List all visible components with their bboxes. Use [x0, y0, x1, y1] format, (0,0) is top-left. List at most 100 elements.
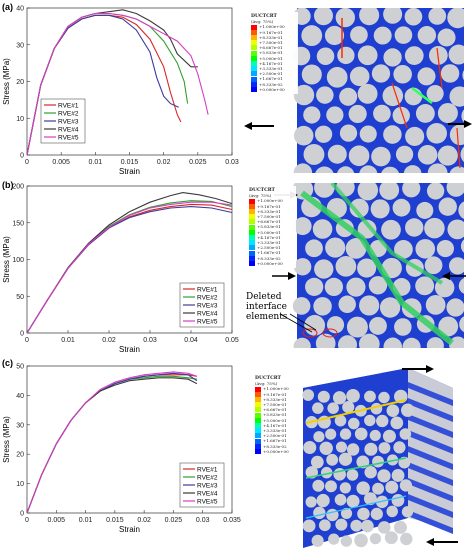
legend-swatch — [251, 45, 257, 51]
legend-entry: RVE#4 — [197, 310, 218, 317]
legend-scale-row: +8.333e-02 — [249, 256, 293, 261]
fiber — [292, 297, 311, 315]
legend-value: +1.000e+00 — [257, 198, 283, 204]
fiber — [376, 414, 389, 428]
legend-scale-row: +5.833e-01 — [249, 224, 293, 230]
fiber — [416, 201, 434, 219]
fiber — [327, 402, 339, 414]
rve-image-c: DUCTCRT (Avg: 75%) +1.000e+00 +9.167e-01 +… — [248, 368, 470, 553]
series-line — [26, 201, 233, 334]
side-stripe — [408, 398, 453, 422]
compression-arrow-in-right-icon — [442, 272, 466, 280]
legend-value: +7.500e-01 — [263, 402, 287, 408]
legend-scale-row: +7.500e-01 — [255, 402, 299, 408]
legend-swatch — [251, 66, 257, 72]
fiber — [460, 239, 464, 253]
fiber — [459, 316, 464, 333]
legend-value: +6.667e-01 — [263, 407, 287, 413]
legend-swatch — [251, 24, 257, 30]
legend-scale-row: +0.000e+00 — [255, 449, 299, 454]
stress-strain-chart-b: 0 0.01 0.02 0.03 0.04 0.05 0 50 100 150 200 Strain S… — [2, 184, 239, 355]
fiber — [378, 442, 391, 454]
fiber — [357, 507, 370, 521]
legend-value: +0.000e+00 — [259, 86, 285, 92]
y-tick-label: 0 — [20, 153, 24, 160]
legend-swatch — [249, 224, 255, 230]
legend-scale-row: +4.167e-01 — [251, 61, 295, 66]
fiber — [326, 453, 339, 466]
legend-scale-row: +1.000e+00 — [249, 198, 293, 204]
series-line — [26, 12, 209, 156]
fiber — [385, 480, 399, 494]
fiber — [303, 143, 325, 165]
legend-scale: +1.000e+00 +9.167e-01 +8.333e-01 +7.500e-01… — [251, 24, 295, 92]
y-tick-label: 40 — [16, 6, 24, 13]
fiber — [357, 219, 377, 239]
legend-title: DUCTCRT — [249, 188, 275, 193]
x-tick-label: 0.01 — [79, 517, 93, 524]
legend-swatch — [255, 433, 261, 439]
legend-swatch — [251, 81, 257, 87]
legend-subtitle: (Avg: 75%) — [251, 19, 274, 25]
legend-swatch — [249, 214, 255, 220]
legend-value: +5.833e-01 — [257, 224, 281, 230]
legend-swatch — [249, 219, 255, 225]
fiber — [404, 8, 423, 26]
y-tick-label: 40 — [16, 393, 24, 400]
fiber — [325, 428, 337, 440]
fiber — [302, 519, 316, 533]
legend-swatch — [255, 396, 261, 402]
legend-swatch — [251, 29, 257, 35]
fiber — [356, 455, 370, 469]
fiber — [381, 166, 400, 173]
legend-entry: RVE#1 — [58, 102, 79, 109]
fiber — [415, 276, 435, 296]
legend-value: +9.167e-01 — [257, 203, 281, 209]
x-tick-label: 0.01 — [61, 337, 75, 344]
legend-swatch — [251, 76, 257, 82]
fiber — [378, 391, 390, 404]
fiber — [401, 506, 414, 518]
legend-value: +7.500e-01 — [259, 40, 283, 46]
fiber — [357, 258, 377, 278]
side-stripe — [408, 414, 453, 438]
fiber — [415, 103, 435, 123]
legend-value: +4.167e-01 — [257, 234, 281, 240]
legend-swatch — [249, 203, 255, 209]
legend-swatch — [249, 234, 255, 240]
fiber — [326, 66, 348, 88]
fiber — [371, 64, 391, 83]
fiber — [399, 428, 412, 440]
fiber — [415, 239, 436, 259]
fiber — [316, 86, 334, 104]
legend-scale-row: +3.333e-01 — [249, 240, 293, 246]
fiber — [383, 8, 403, 24]
fiber — [369, 316, 387, 335]
fiber — [310, 455, 324, 469]
legend-scale-row: +2.500e-01 — [251, 71, 295, 77]
legend-entry: RVE#2 — [197, 294, 218, 301]
fiber — [346, 388, 360, 403]
legend-value: +5.000e-01 — [259, 55, 283, 61]
fiber — [340, 507, 353, 520]
legend-scale-row: +6.667e-01 — [249, 219, 293, 225]
fiber — [342, 401, 355, 414]
x-tick-label: 0.03 — [196, 517, 210, 524]
x-tick-label: 0.01 — [89, 159, 103, 166]
fiber — [317, 390, 330, 403]
fiber — [338, 452, 353, 466]
x-tick-label: 0.015 — [121, 159, 139, 166]
rve-micrograph-b — [274, 183, 464, 348]
fiber — [314, 259, 334, 279]
legend-swatch — [249, 229, 255, 235]
fiber — [400, 532, 413, 546]
legend-swatch — [255, 448, 261, 454]
panel-label-c: (c) — [2, 358, 13, 368]
x-axis-label: Strain — [119, 525, 140, 534]
fiber — [395, 145, 414, 164]
legend-swatch — [249, 250, 255, 256]
fiber — [326, 106, 344, 124]
x-tick-label: 0.025 — [165, 517, 183, 524]
fiber — [305, 277, 324, 296]
fiber — [405, 126, 425, 146]
